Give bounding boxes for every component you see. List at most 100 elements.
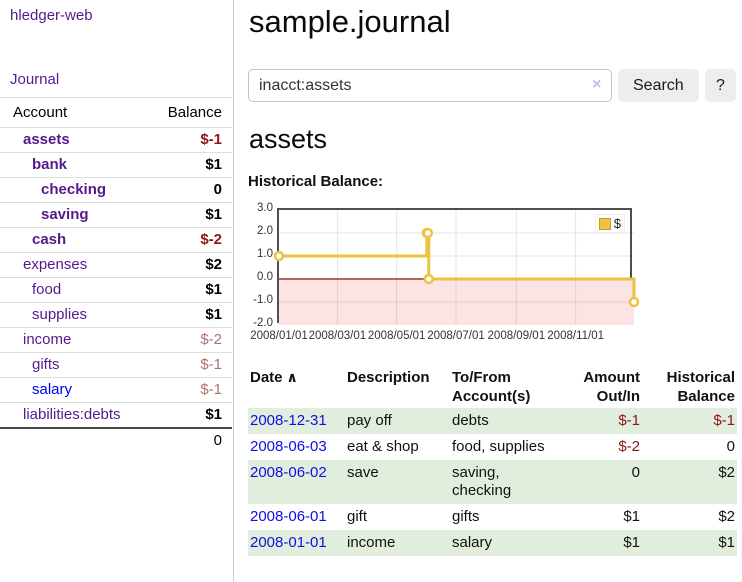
transaction-accounts: gifts	[452, 508, 480, 525]
account-balance: $-1	[200, 356, 222, 373]
chart-title: Historical Balance:	[248, 173, 384, 190]
clear-search-icon[interactable]: ×	[592, 76, 602, 93]
account-link-assets[interactable]: assets	[23, 131, 70, 148]
sort-ascending-icon: ∧	[286, 369, 298, 385]
account-balance: $1	[205, 306, 222, 323]
register-header-date[interactable]: Date ∧	[248, 362, 345, 408]
account-balance: $-2	[200, 331, 222, 348]
y-axis-tick-label: -2.0	[253, 317, 273, 329]
account-balance: $1	[205, 206, 222, 223]
register-table: Date ∧ Description To/From Account(s) Amo…	[248, 362, 737, 556]
y-axis-tick-label: 2.0	[257, 225, 273, 237]
accounts-total-balance: 0	[213, 432, 222, 449]
search-input[interactable]	[248, 69, 612, 102]
account-link-income[interactable]: income	[23, 331, 72, 348]
transaction-date-link[interactable]: 2008-06-01	[250, 508, 327, 525]
transaction-date-link[interactable]: 2008-06-03	[250, 438, 327, 455]
transaction-balance: $1	[718, 534, 735, 551]
historical-balance-chart: 3.0 2.0 1.0 0.0 -1.0 -2.0 $ 2008/01/01 20…	[248, 202, 737, 345]
account-balance: $-1	[200, 131, 222, 148]
account-link-bank[interactable]: bank	[32, 156, 68, 173]
transaction-amount: $1	[623, 534, 640, 551]
transaction-amount: $-1	[618, 412, 640, 429]
help-button[interactable]: ?	[705, 69, 736, 102]
transaction-balance: $2	[718, 508, 735, 525]
account-row: income $-2	[0, 327, 232, 353]
account-balance: $1	[205, 156, 222, 173]
negative-region	[279, 279, 634, 325]
transaction-amount: 0	[631, 464, 640, 481]
account-link-checking[interactable]: checking	[41, 181, 107, 198]
transaction-date-link[interactable]: 2008-06-02	[250, 464, 327, 481]
transaction-description: gift	[347, 508, 368, 525]
transaction-accounts: saving, checking	[452, 464, 512, 499]
transaction-balance: $2	[718, 464, 735, 481]
account-row: cash $-2	[0, 227, 232, 253]
account-balance: 0	[213, 181, 222, 198]
account-row: expenses $2	[0, 252, 232, 278]
data-point	[628, 296, 640, 308]
account-row: assets $-1	[0, 127, 232, 153]
account-link-expenses[interactable]: expenses	[23, 256, 88, 273]
x-axis-tick-label: 2008/01/01	[250, 330, 308, 342]
data-point	[273, 250, 285, 262]
account-row: supplies $1	[0, 302, 232, 328]
transaction-accounts: food, supplies	[452, 438, 545, 455]
accounts-header-balance: Balance	[145, 97, 232, 128]
sidebar-divider	[233, 0, 234, 582]
accounts-header-account: Account	[0, 97, 146, 128]
register-row[interactable]: 2008-12-31 pay off debts $-1 $-1	[248, 408, 737, 434]
accounts-table: Account Balance assets $-1 bank $1 check…	[0, 97, 232, 453]
app-title-link[interactable]: hledger-web	[10, 7, 93, 24]
accounts-total-row: 0	[0, 428, 232, 453]
account-balance: $-2	[200, 231, 222, 248]
account-link-cash[interactable]: cash	[32, 231, 67, 248]
transaction-description: eat & shop	[347, 438, 419, 455]
page-title: sample.journal	[249, 4, 451, 39]
x-axis-tick-label: 2008/03/01	[308, 330, 367, 342]
transaction-accounts: debts	[452, 412, 489, 429]
account-link-food[interactable]: food	[32, 281, 62, 298]
account-row: food $1	[0, 277, 232, 303]
register-row[interactable]: 2008-06-01 gift gifts $1 $2	[248, 504, 737, 530]
data-point	[423, 273, 435, 285]
y-axis-tick-label: 0.0	[257, 271, 273, 283]
account-link-liabilities-debts[interactable]: liabilities:debts	[23, 406, 121, 423]
chart-legend: $	[594, 214, 625, 233]
account-balance: $1	[205, 406, 222, 423]
legend-swatch	[598, 217, 611, 230]
register-row[interactable]: 2008-06-02 save saving, checking 0 $2	[248, 460, 737, 504]
transaction-amount: $-2	[618, 438, 640, 455]
x-axis-tick-label: 2008/11/01	[547, 330, 604, 342]
register-header-balance: Historical Balance	[666, 369, 735, 405]
x-axis-tick-label: 2008/09/01	[487, 330, 546, 342]
account-link-salary[interactable]: salary	[32, 381, 73, 398]
register-row[interactable]: 2008-06-03 eat & shop food, supplies $-2…	[248, 434, 737, 460]
account-link-supplies[interactable]: supplies	[32, 306, 88, 323]
account-row: checking 0	[0, 177, 232, 203]
transaction-amount: $1	[623, 508, 640, 525]
register-header-description: Description	[347, 369, 430, 386]
plot-area: $	[273, 208, 640, 325]
sidebar-item-journal[interactable]: Journal	[10, 71, 60, 88]
account-balance: $-1	[200, 381, 222, 398]
x-axis-tick-label: 2008/07/01	[427, 330, 485, 342]
transaction-date-link[interactable]: 2008-12-31	[250, 412, 327, 429]
account-row: saving $1	[0, 202, 232, 228]
transaction-accounts: salary	[452, 534, 493, 551]
register-header-accounts: To/From Account(s)	[452, 369, 531, 405]
transaction-description: income	[347, 534, 396, 551]
account-link-saving[interactable]: saving	[41, 206, 89, 223]
x-axis-tick-label: 2008/05/01	[367, 330, 426, 342]
account-row: salary $-1	[0, 377, 232, 403]
search-button[interactable]: Search	[618, 69, 699, 102]
register-row[interactable]: 2008-01-01 income salary $1 $1	[248, 530, 737, 556]
register-header-row: Date ∧ Description To/From Account(s) Amo…	[248, 362, 737, 408]
transaction-date-link[interactable]: 2008-01-01	[250, 534, 327, 551]
account-link-gifts[interactable]: gifts	[32, 356, 60, 373]
account-balance: $1	[205, 281, 222, 298]
chart-canvas	[273, 210, 640, 325]
account-row: bank $1	[0, 152, 232, 178]
data-point	[422, 227, 434, 239]
